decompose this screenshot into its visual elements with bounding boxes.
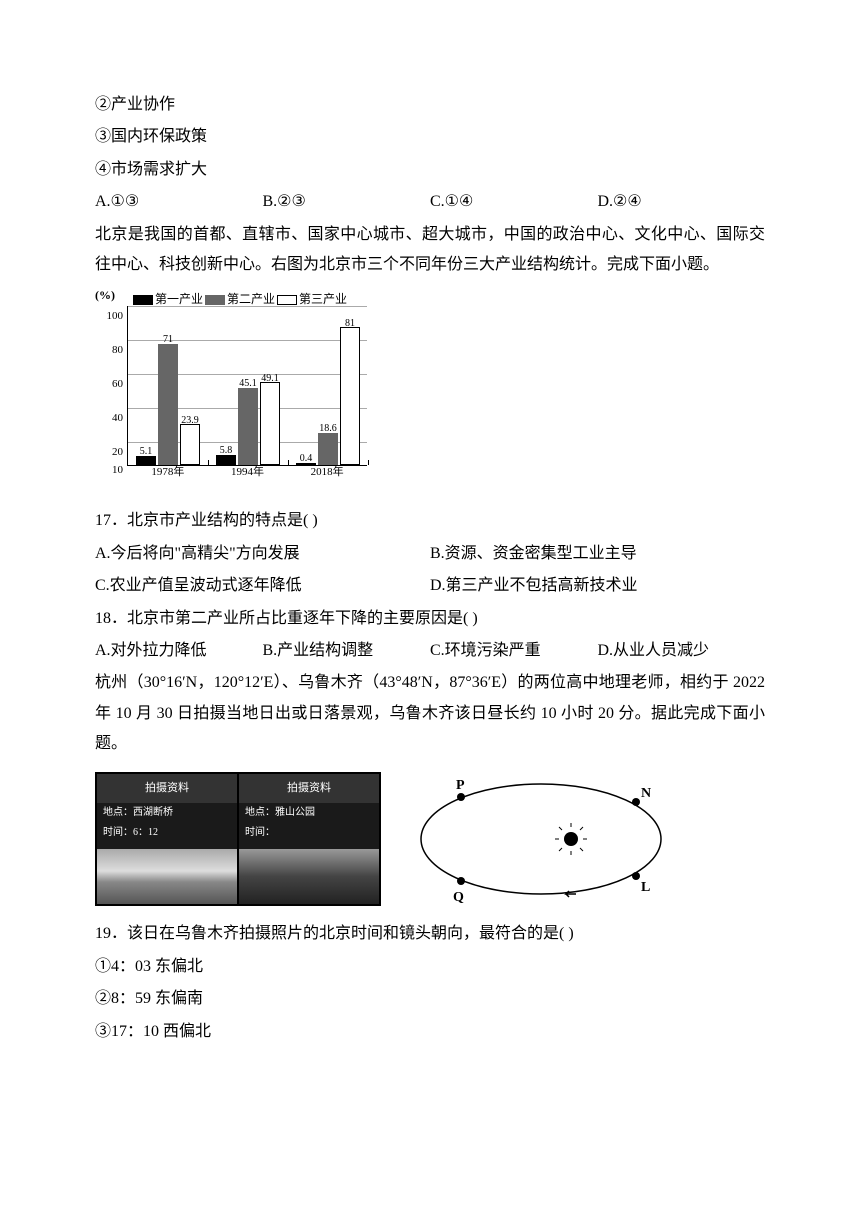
choice-c[interactable]: C.①④ [430, 187, 598, 217]
legend-swatch-2 [205, 295, 225, 305]
orbit-point-l: L [641, 880, 650, 895]
q18-choice-d[interactable]: D.从业人员减少 [598, 636, 766, 666]
photo-header: 拍摄资料 [97, 774, 237, 803]
q17-choice-d[interactable]: D.第三产业不包括高新技术业 [430, 571, 765, 601]
orbit-point-n: N [641, 786, 651, 801]
orbit-svg: P N Q L [401, 769, 681, 909]
x-label: 2018年 [287, 462, 367, 483]
y-tick: 80 [101, 340, 123, 358]
figure-row: 拍摄资料 地点：西湖断桥 时间：6：12 拍摄资料 地点：雅山公园 时间： [95, 769, 765, 909]
q18-choice-c[interactable]: C.环境污染严重 [430, 636, 598, 666]
q18-options: A.对外拉力降低 B.产业结构调整 C.环境污染严重 D.从业人员减少 [95, 636, 765, 666]
q19-option-3: ③17：10 西偏北 [95, 1017, 765, 1047]
q17-choice-b[interactable]: B.资源、资金密集型工业主导 [430, 539, 765, 569]
bar-value: 18.6 [319, 419, 337, 438]
orbit-diagram: P N Q L [401, 769, 681, 909]
q19-option-1: ①4：03 东偏北 [95, 952, 765, 982]
photo-time: 时间： [239, 823, 379, 843]
bar-value: 23.9 [181, 411, 199, 430]
bar-value: 5.8 [220, 441, 233, 460]
legend-swatch-3 [277, 295, 297, 305]
y-axis-ticks: 100 80 60 40 20 10 [101, 306, 123, 478]
y-tick: 10 [101, 460, 123, 478]
q17-choice-c[interactable]: C.农业产值呈波动式逐年降低 [95, 571, 430, 601]
y-axis-label: (%) [95, 284, 115, 307]
q18-choice-b[interactable]: B.产业结构调整 [263, 636, 431, 666]
q19-option-2: ②8：59 东偏南 [95, 984, 765, 1014]
choice-d[interactable]: D.②④ [598, 187, 766, 217]
x-label: 1994年 [208, 462, 288, 483]
answer-options: A.①③ B.②③ C.①④ D.②④ [95, 187, 765, 217]
choice-a[interactable]: A.①③ [95, 187, 263, 217]
hangzhou-intro: 杭州（30°16′N，120°12′E）、乌鲁木齐（43°48′N，87°36′… [95, 668, 765, 759]
q19-stem: 19．该日在乌鲁木齐拍摄照片的北京时间和镜头朝向，最符合的是( ) [95, 919, 765, 949]
x-axis-labels: 1978年 1994年 2018年 [128, 462, 367, 483]
q18-choice-a[interactable]: A.对外拉力降低 [95, 636, 263, 666]
photo-location: 地点：雅山公园 [239, 803, 379, 823]
bar-value: 49.1 [261, 369, 279, 388]
photo-header: 拍摄资料 [239, 774, 379, 803]
y-tick: 20 [101, 442, 123, 460]
sunset-photo [239, 849, 379, 904]
bar-chart: (%) 第一产业 第二产业 第三产业 100 80 60 40 20 10 5.… [95, 288, 375, 498]
option-4: ④市场需求扩大 [95, 155, 765, 185]
photo-location: 地点：西湖断桥 [97, 803, 237, 823]
y-tick: 60 [101, 374, 123, 392]
bar-value: 5.1 [140, 442, 153, 461]
bar-value: 71 [163, 330, 173, 349]
option-3: ③国内环保政策 [95, 122, 765, 152]
bar-group-1994: 5.8 45.1 49.1 [213, 382, 283, 465]
sunrise-photo [97, 849, 237, 904]
photo-time: 时间：6：12 [97, 823, 237, 843]
choice-b[interactable]: B.②③ [263, 187, 431, 217]
q17-options-row1: A.今后将向"高精尖"方向发展 B.资源、资金密集型工业主导 [95, 539, 765, 569]
q18-stem: 18．北京市第二产业所占比重逐年下降的主要原因是( ) [95, 604, 765, 634]
bar-value: 81 [345, 314, 355, 333]
q17-stem: 17．北京市产业结构的特点是( ) [95, 506, 765, 536]
photo-pair: 拍摄资料 地点：西湖断桥 时间：6：12 拍摄资料 地点：雅山公园 时间： [95, 772, 381, 906]
q17-options-row2: C.农业产值呈波动式逐年降低 D.第三产业不包括高新技术业 [95, 571, 765, 601]
plot-area: 5.1 71 23.9 5.8 45.1 49.1 0.4 18.6 81 19… [127, 306, 367, 466]
y-tick: 100 [101, 306, 123, 324]
x-label: 1978年 [128, 462, 208, 483]
photo-card-right: 拍摄资料 地点：雅山公园 时间： [239, 774, 379, 904]
orbit-point-p: P [456, 778, 465, 793]
orbit-point-q: Q [453, 890, 464, 905]
bar-group-1978: 5.1 71 23.9 [133, 344, 203, 465]
bar-group-2018: 0.4 18.6 81 [293, 327, 363, 465]
y-tick: 40 [101, 408, 123, 426]
beijing-intro: 北京是我国的首都、直辖市、国家中心城市、超大城市，中国的政治中心、文化中心、国际… [95, 220, 765, 281]
option-2: ②产业协作 [95, 90, 765, 120]
legend-swatch-1 [133, 295, 153, 305]
photo-card-left: 拍摄资料 地点：西湖断桥 时间：6：12 [97, 774, 237, 904]
bar-value: 45.1 [239, 374, 257, 393]
q17-choice-a[interactable]: A.今后将向"高精尖"方向发展 [95, 539, 430, 569]
